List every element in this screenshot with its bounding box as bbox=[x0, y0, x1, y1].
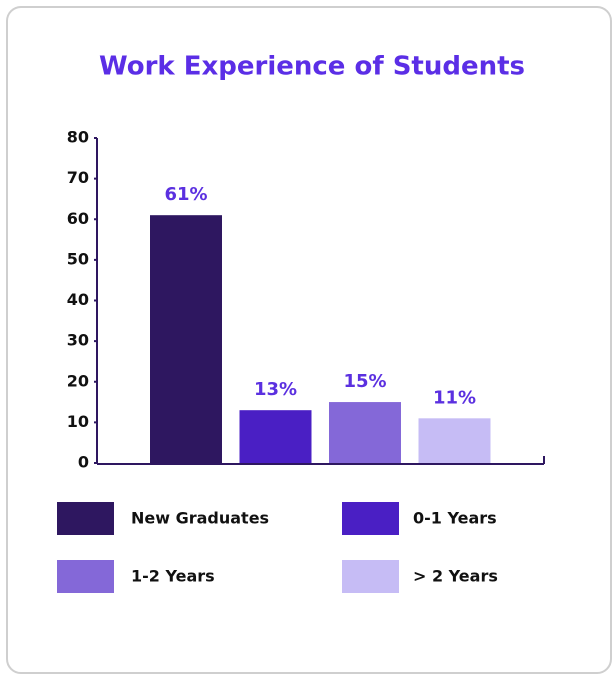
card bbox=[6, 6, 612, 674]
legend-swatch bbox=[342, 502, 399, 535]
y-tick-label: 30 bbox=[67, 331, 89, 350]
bar bbox=[239, 410, 312, 463]
value-label: 61% bbox=[164, 184, 207, 205]
y-tick-label: 20 bbox=[67, 371, 89, 390]
legend-label: > 2 Years bbox=[413, 567, 498, 586]
legend-label: 1-2 Years bbox=[131, 567, 215, 586]
y-tick-label: 40 bbox=[67, 290, 89, 309]
bar bbox=[418, 418, 491, 463]
value-label: 13% bbox=[254, 379, 297, 400]
value-label: 11% bbox=[433, 387, 476, 408]
legend-swatch bbox=[57, 560, 114, 593]
bar bbox=[150, 215, 222, 463]
chart-title: Work Experience of Students bbox=[99, 52, 525, 82]
y-tick-label: 60 bbox=[67, 209, 89, 228]
legend-label: New Graduates bbox=[131, 509, 269, 528]
value-label: 15% bbox=[343, 371, 386, 392]
y-tick-label: 10 bbox=[67, 412, 89, 431]
y-tick-label: 80 bbox=[67, 128, 89, 147]
legend-swatch bbox=[342, 560, 399, 593]
legend-label: 0-1 Years bbox=[413, 509, 497, 528]
y-tick-label: 70 bbox=[67, 168, 89, 187]
bar bbox=[329, 402, 401, 463]
y-tick-label: 50 bbox=[67, 249, 89, 268]
legend-swatch bbox=[57, 502, 114, 535]
y-tick-label: 0 bbox=[78, 453, 89, 472]
